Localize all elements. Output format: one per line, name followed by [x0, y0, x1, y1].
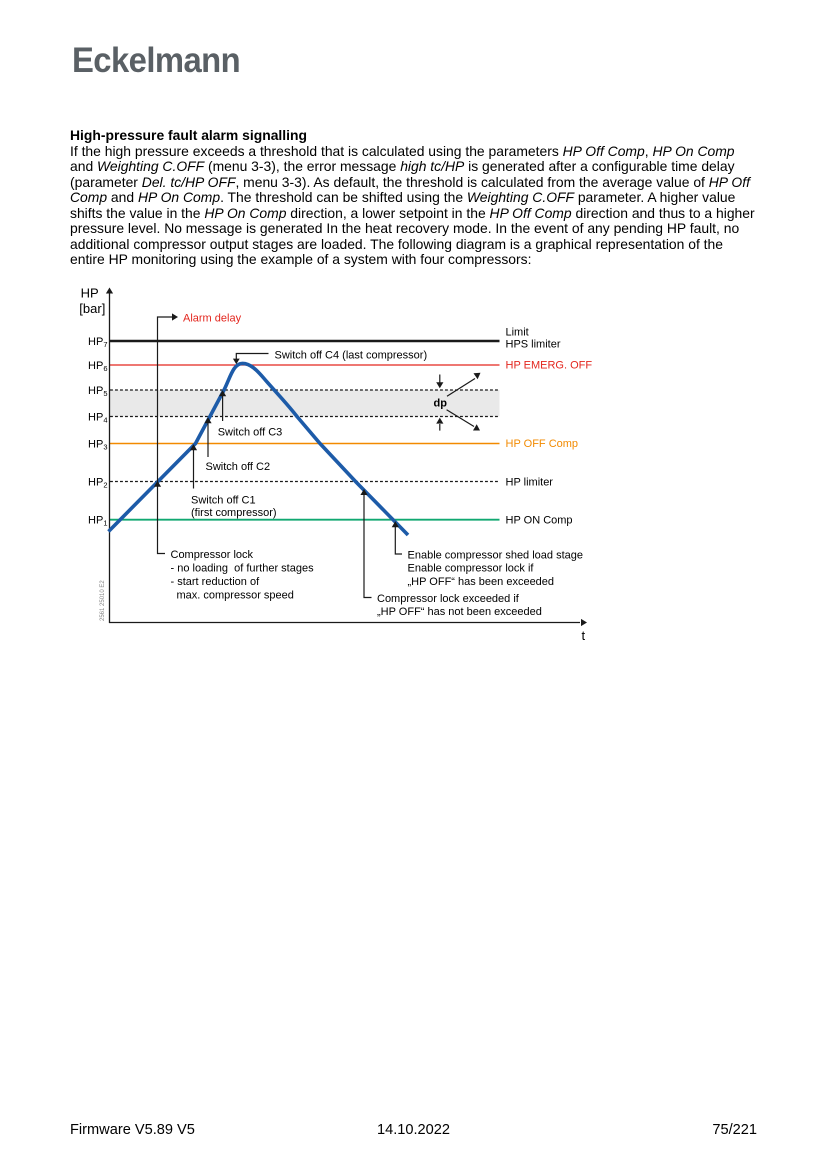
svg-text:dp: dp	[434, 398, 448, 410]
svg-text:Switch off C3: Switch off C3	[218, 427, 283, 439]
svg-text:HP limiter: HP limiter	[506, 477, 554, 489]
svg-text:[bar]: [bar]	[79, 301, 105, 316]
svg-text:HP EMERG. OFF: HP EMERG. OFF	[506, 359, 593, 371]
svg-text:HP4: HP4	[88, 411, 107, 424]
svg-text:Enable compressor shed load st: Enable compressor shed load stage	[408, 550, 584, 562]
svg-text:Switch off C4 (last compressor: Switch off C4 (last compressor)	[275, 350, 428, 362]
svg-text:Switch off C1: Switch off C1	[191, 495, 256, 507]
svg-text:HP6: HP6	[88, 360, 107, 373]
svg-text:max. compressor speed: max. compressor speed	[177, 590, 294, 602]
svg-text:HP7: HP7	[88, 336, 107, 349]
svg-text:„HP OFF“ has not been exceeded: „HP OFF“ has not been exceeded	[377, 606, 542, 618]
svg-text:„HP OFF“ has been exceeded: „HP OFF“ has been exceeded	[408, 576, 555, 588]
svg-text:HP: HP	[81, 286, 99, 301]
svg-text:HP5: HP5	[88, 385, 107, 398]
svg-text:- start reduction of: - start reduction of	[171, 576, 261, 588]
svg-text:Alarm delay: Alarm delay	[183, 313, 242, 325]
svg-text:Switch off C2: Switch off C2	[206, 461, 271, 473]
svg-text:Limit: Limit	[506, 327, 529, 339]
svg-text:Compressor lock exceeded if: Compressor lock exceeded if	[377, 593, 520, 605]
svg-text:HPS limiter: HPS limiter	[506, 339, 561, 351]
svg-text:HP3: HP3	[88, 438, 107, 451]
svg-text:HP1: HP1	[88, 515, 107, 528]
svg-text:HP2: HP2	[88, 476, 107, 489]
svg-text:HP ON Comp: HP ON Comp	[506, 514, 573, 526]
svg-text:Enable compressor lock if: Enable compressor lock if	[408, 563, 535, 575]
svg-text:2561 25010 E2: 2561 25010 E2	[100, 580, 106, 621]
svg-text:(first compressor): (first compressor)	[191, 507, 277, 519]
svg-text:t: t	[582, 628, 586, 643]
svg-text:HP OFF Comp: HP OFF Comp	[506, 438, 579, 450]
svg-text:Compressor lock: Compressor lock	[171, 549, 254, 561]
svg-text:- no loading of further stage: - no loading of further stages	[171, 563, 315, 575]
